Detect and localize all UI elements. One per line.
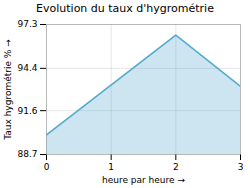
svg-text:88.7: 88.7 (17, 149, 37, 159)
svg-text:94.4: 94.4 (17, 63, 37, 73)
svg-text:2: 2 (173, 162, 179, 172)
svg-text:1: 1 (108, 162, 114, 172)
svg-text:3: 3 (238, 162, 244, 172)
svg-text:91.6: 91.6 (17, 106, 37, 116)
svg-text:97.3: 97.3 (17, 19, 37, 29)
svg-text:0: 0 (44, 162, 50, 172)
svg-text:heure par heure →: heure par heure → (102, 175, 185, 185)
svg-text:Taux hygrométrie % →: Taux hygrométrie % → (3, 39, 13, 141)
html-text:Evolution du taux d'hygrométri: Evolution du taux d'hygrométrie (36, 2, 214, 15)
